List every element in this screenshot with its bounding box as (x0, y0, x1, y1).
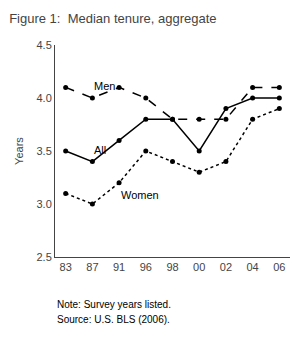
svg-text:2.5: 2.5 (37, 251, 52, 263)
svg-text:4.5: 4.5 (37, 39, 52, 51)
svg-text:Men: Men (94, 80, 115, 92)
svg-text:All: All (94, 144, 106, 156)
svg-text:Years: Years (13, 137, 25, 165)
svg-text:3.5: 3.5 (37, 145, 52, 157)
svg-text:4.0: 4.0 (37, 92, 52, 104)
svg-text:98: 98 (166, 261, 178, 273)
svg-text:87: 87 (86, 261, 98, 273)
svg-text:04: 04 (246, 261, 258, 273)
svg-text:Source: U.S. BLS (2006).: Source: U.S. BLS (2006). (57, 314, 170, 325)
svg-text:Note: Survey years listed.: Note: Survey years listed. (57, 299, 171, 310)
svg-text:00: 00 (193, 261, 205, 273)
svg-text:3.0: 3.0 (37, 198, 52, 210)
svg-text:06: 06 (273, 261, 285, 273)
svg-text:Women: Women (121, 189, 159, 201)
svg-text:02: 02 (220, 261, 232, 273)
svg-text:Figure 1: Median tenure, aggr: Figure 1: Median tenure, aggregate (9, 11, 216, 26)
svg-text:96: 96 (140, 261, 152, 273)
svg-text:91: 91 (113, 261, 125, 273)
svg-text:83: 83 (60, 261, 72, 273)
